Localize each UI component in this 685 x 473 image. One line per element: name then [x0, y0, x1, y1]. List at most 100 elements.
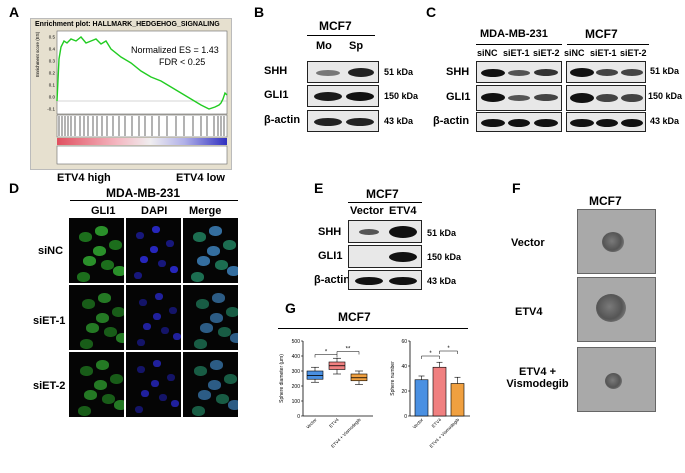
d-cell: [196, 299, 209, 309]
d-cell: [210, 360, 223, 370]
d-cell: [207, 246, 220, 256]
d-cell: [93, 246, 106, 256]
d-cell: [78, 406, 91, 416]
d-cell: [216, 394, 229, 404]
c-kda-shh: 51 kDa: [650, 66, 680, 76]
b-protein-gli1: GLI1: [264, 89, 289, 101]
c-blot-shh-mda: [476, 61, 562, 83]
d-cell: [101, 260, 114, 270]
f-sphere-image-vector: [577, 209, 656, 274]
gsea-hit-bars: [58, 116, 225, 136]
gsea-plot: Enrichment plot: HALLMARK_HEDGEHOG_SIGNA…: [30, 18, 232, 170]
gsea-high-label: ETV4 high: [57, 172, 111, 184]
gsea-ylabel: Enrichment score (ES): [35, 31, 40, 77]
gsea-ytick-label: 0.3: [49, 59, 56, 64]
g-box-ytick-label: 300: [292, 369, 301, 375]
b-kda-actin: 43 kDa: [384, 116, 414, 126]
g-box-xtick-label: ETV4: [328, 417, 340, 429]
panel-label-c: C: [426, 4, 437, 20]
g-header-line: [278, 328, 468, 329]
d-micrograph-siET-2-GLI1: [69, 352, 124, 417]
d-cell: [223, 240, 236, 250]
b-kda-gli1: 150 kDa: [384, 91, 419, 101]
c-header-line-2: [567, 44, 649, 45]
panel-label-a: A: [9, 4, 20, 20]
b-lane-sp: Sp: [349, 40, 364, 52]
d-micrograph-siNC-Merge: [183, 218, 238, 283]
c-protein-shh: SHH: [446, 66, 470, 78]
gsea-ytick-label: 0.5: [49, 35, 56, 40]
gsea-rank-bar: [57, 138, 227, 145]
c-lane-4: siNC: [564, 48, 585, 58]
c-protein-actin: β-actin: [433, 115, 470, 127]
d-micrograph-siET-2-Merge: [183, 352, 238, 417]
d-micrograph-siET-1-GLI1: [69, 285, 124, 350]
g-bar-sig-bracket: [421, 355, 440, 359]
g-bar-Vector: [414, 379, 429, 417]
e-blot-shh: [348, 220, 422, 243]
g-bar-ytick-label: 60: [401, 339, 407, 345]
f-row-etv4: ETV4: [515, 306, 543, 318]
d-cell: [226, 307, 238, 317]
g-box-sig-bracket: [336, 351, 360, 355]
d-cell: [96, 360, 109, 370]
g-box-xtick-label: Vector: [305, 417, 318, 430]
d-cell: [173, 333, 181, 340]
d-cell: [84, 390, 97, 400]
d-cell: [139, 299, 147, 306]
d-cell: [227, 266, 238, 276]
d-cell: [170, 266, 178, 273]
d-cell: [218, 327, 231, 337]
d-cell: [169, 307, 177, 314]
b-blot-actin: [307, 110, 379, 132]
g-box-ylabel: Sphere diameter (μm): [279, 354, 285, 403]
e-protein-actin: β-actin: [314, 274, 351, 286]
d-cell: [86, 323, 99, 333]
b-lane-mo: Mo: [316, 40, 332, 52]
c-header-line-1: [476, 44, 562, 45]
gsea-ytick-label: 0.1: [49, 83, 56, 88]
gsea-ytick-label: 0.4: [49, 47, 56, 52]
f-cell-line: MCF7: [589, 194, 622, 208]
d-cell: [79, 232, 92, 242]
d-col-merge: Merge: [189, 205, 222, 217]
g-box-sig-star: *: [325, 350, 328, 356]
panel-label-g: G: [285, 300, 296, 316]
g-bar-ytick-label: 40: [401, 364, 407, 370]
gsea-chart: 0.5 0.4 0.3 0.2 0.1 0.0 -0.1 Enrichment score …: [35, 30, 228, 165]
d-cell: [212, 293, 225, 303]
f-row-etv4-vismodegib: ETV4 + Vismodegib: [506, 366, 569, 390]
b-protein-actin: β-actin: [264, 114, 301, 126]
gsea-es-curve: [56, 36, 228, 110]
d-cell: [209, 226, 222, 236]
d-cell: [110, 374, 123, 384]
g-bar-xtick-label: ETV4: [431, 417, 443, 429]
d-cell: [171, 400, 179, 407]
d-cell: [210, 313, 223, 323]
g-bar-ytick-label: 0: [404, 414, 407, 420]
d-cell: [150, 246, 158, 253]
d-cell: [191, 272, 204, 282]
gsea-nes: Normalized ES = 1.43: [131, 45, 219, 55]
e-kda-shh: 51 kDa: [427, 228, 457, 238]
d-cell: [112, 307, 124, 317]
d-cell: [137, 339, 145, 346]
d-cell: [140, 256, 148, 263]
d-cell: [161, 327, 169, 334]
d-row-siet2: siET-2: [33, 380, 66, 392]
d-cell: [109, 240, 122, 250]
g-box-ytick-label: 200: [292, 384, 301, 390]
d-cell: [82, 299, 95, 309]
d-cell: [208, 380, 221, 390]
d-micrograph-siET-2-DAPI: [126, 352, 181, 417]
d-col-dapi: DAPI: [141, 205, 168, 217]
e-kda-gli1: 150 kDa: [427, 252, 462, 262]
gsea-title: Enrichment plot: HALLMARK_HEDGEHOG_SIGNA…: [35, 21, 220, 28]
g-bar-sig-star: *: [447, 346, 450, 352]
e-blot-gli1: [348, 245, 422, 268]
d-cell: [198, 390, 211, 400]
d-cell: [167, 374, 175, 381]
d-cell: [113, 266, 124, 276]
g-box-sig-star: **: [346, 347, 351, 353]
gsea-fdr: FDR < 0.25: [159, 57, 206, 67]
